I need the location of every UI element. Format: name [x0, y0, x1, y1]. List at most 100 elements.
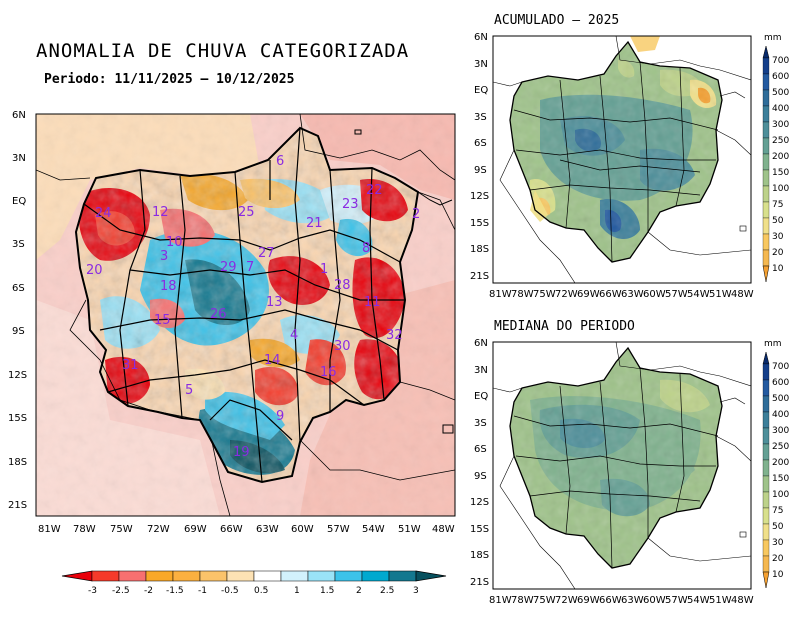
lat-tick: 6N [474, 338, 488, 349]
basin-label: 9 [276, 409, 284, 424]
lat-tick: 12S [8, 370, 27, 381]
unit-label: mm [764, 33, 782, 43]
lon-tick: 72W [147, 524, 170, 535]
basin-label: 30 [334, 339, 351, 354]
lon-tick: 63W [621, 595, 644, 606]
basin-label: 25 [238, 205, 255, 220]
lat-tick: 18S [8, 457, 27, 468]
basin-label: 14 [264, 353, 281, 368]
colorbar-label: 20 [772, 554, 784, 564]
basin-label: 26 [210, 307, 227, 322]
lon-tick: 51W [709, 595, 732, 606]
lat-tick: 15S [470, 218, 489, 229]
lon-tick: 60W [643, 289, 666, 300]
lon-tick: 54W [687, 595, 710, 606]
basin-label: 32 [386, 328, 403, 343]
colorbar-label: -2.5 [112, 586, 130, 596]
colorbar-label: 1 [294, 586, 300, 596]
basin-label: 3 [160, 249, 168, 264]
basin-label: 29 [220, 260, 237, 275]
lon-tick: 81W [489, 595, 512, 606]
lon-tick: 54W [687, 289, 710, 300]
colorbar-label: 400 [772, 410, 789, 420]
lon-tick: 72W [555, 595, 578, 606]
lon-tick: 66W [599, 289, 622, 300]
lon-tick: 78W [511, 595, 534, 606]
lat-tick: 15S [8, 413, 27, 424]
unit-label: mm [764, 339, 782, 349]
lat-tick: 9S [474, 471, 487, 482]
colorbar-label: 100 [772, 490, 789, 500]
colorbar-label: 3 [413, 586, 419, 596]
accumulated-title: ACUMULADO – 2025 [494, 13, 620, 28]
lon-tick: 51W [709, 289, 732, 300]
lat-tick: 6S [474, 444, 487, 455]
median-title: MEDIANA DO PERIODO [494, 319, 635, 334]
basin-label: 28 [334, 278, 351, 293]
lon-tick: 66W [220, 524, 243, 535]
colorbar-label: 150 [772, 168, 789, 178]
colorbar-label: 150 [772, 474, 789, 484]
basin-label: 18 [160, 279, 177, 294]
colorbar-label: 250 [772, 442, 789, 452]
lat-tick: 3S [474, 418, 487, 429]
lon-tick: 48W [432, 524, 455, 535]
basin-label: 19 [233, 445, 250, 460]
colorbar-label: 30 [772, 232, 784, 242]
lon-tick: 48W [731, 289, 754, 300]
lon-tick: 72W [555, 289, 578, 300]
lat-tick: 6S [474, 138, 487, 149]
lat-tick: 6N [12, 110, 26, 121]
lon-tick: 57W [327, 524, 350, 535]
lat-tick: 6S [12, 283, 25, 294]
lon-tick: 57W [665, 595, 688, 606]
colorbar-label: 2 [356, 586, 362, 596]
lon-tick: 60W [643, 595, 666, 606]
lat-tick: EQ [474, 85, 488, 96]
colorbar-label: 0.5 [254, 586, 268, 596]
period-label: Periodo: 11/11/2025 – 10/12/2025 [44, 72, 295, 87]
basin-label: 27 [258, 246, 275, 261]
basin-label: 21 [306, 216, 323, 231]
colorbar-label: 700 [772, 362, 789, 372]
colorbar-label: 10 [772, 570, 784, 580]
lon-tick: 75W [110, 524, 133, 535]
colorbar-label: -3 [88, 586, 97, 596]
lon-tick: 69W [577, 289, 600, 300]
lon-tick: 60W [291, 524, 314, 535]
colorbar-label: -2 [144, 586, 153, 596]
lat-tick: 3S [474, 112, 487, 123]
lat-tick: 12S [470, 191, 489, 202]
lat-tick: 3S [12, 239, 25, 250]
lat-tick: 21S [470, 577, 489, 588]
lat-tick: 12S [470, 497, 489, 508]
colorbar-label: 200 [772, 152, 789, 162]
basin-label: 10 [166, 235, 183, 250]
colorbar-label: 250 [772, 136, 789, 146]
lon-tick: 63W [621, 289, 644, 300]
basin-label: 22 [366, 183, 383, 198]
lat-tick: 6N [474, 32, 488, 43]
colorbar-label: 600 [772, 378, 789, 388]
lon-tick: 75W [533, 289, 556, 300]
lon-tick: 78W [511, 289, 534, 300]
lat-tick: EQ [474, 391, 488, 402]
basin-label: 12 [152, 205, 169, 220]
lat-tick: 3N [474, 365, 488, 376]
lon-tick: 69W [184, 524, 207, 535]
lon-tick: 69W [577, 595, 600, 606]
colorbar-label: 500 [772, 394, 789, 404]
basin-label: 6 [276, 154, 284, 169]
lon-tick: 54W [362, 524, 385, 535]
basin-label: 31 [122, 358, 139, 373]
median-colorbar: mm [762, 339, 782, 589]
colorbar-label: 75 [772, 200, 783, 210]
colorbar-label: 30 [772, 538, 784, 548]
basin-label: 20 [86, 263, 103, 278]
basin-label: 2 [412, 207, 420, 222]
lon-tick: 78W [73, 524, 96, 535]
colorbar-label: -1 [198, 586, 207, 596]
lat-tick: 21S [8, 500, 27, 511]
colorbar-label: 600 [772, 72, 789, 82]
